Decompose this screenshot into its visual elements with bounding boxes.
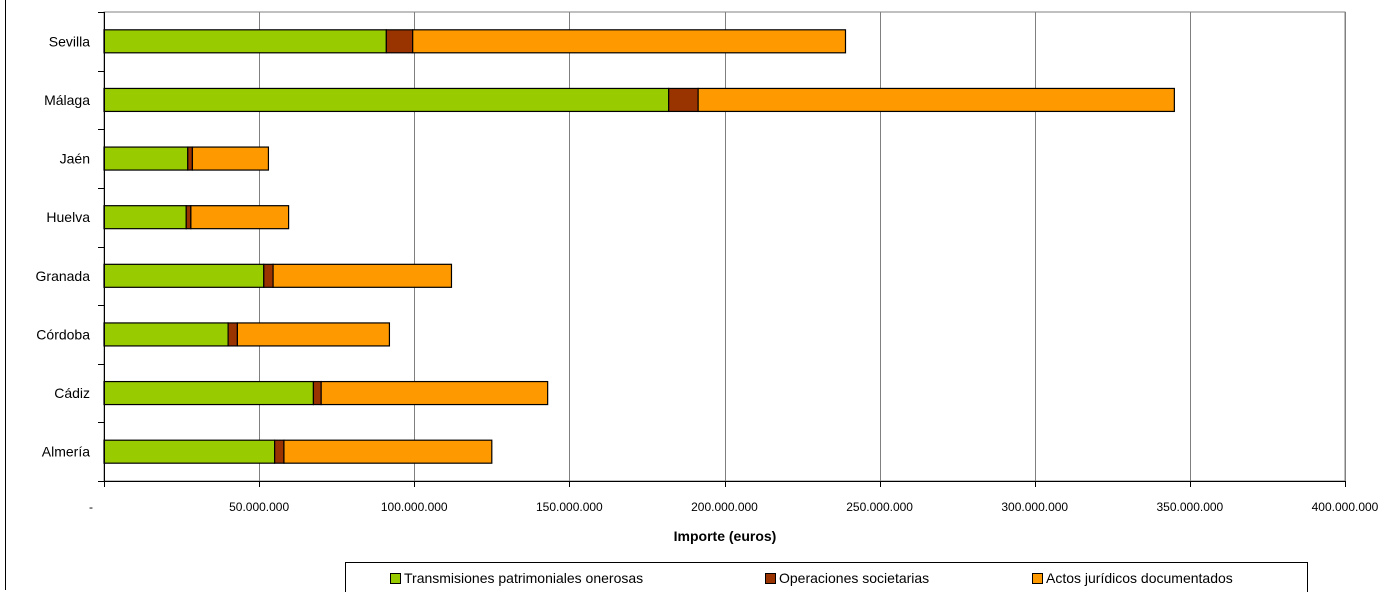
- category-labels: Almería Cádiz Córdoba Granada Huelva Jaén Mála…: [36, 33, 91, 459]
- legend-item-actos: Actos jurídicos documentados: [1032, 570, 1233, 586]
- bar-jaen-operaciones: [187, 146, 194, 171]
- bar-sevilla-transmisiones: [103, 29, 387, 54]
- legend-label-transmisiones: Transmisiones patrimoniales onerosas: [404, 570, 644, 586]
- plot-area-border: [103, 11, 1346, 482]
- bar-malaga-transmisiones: [103, 87, 670, 113]
- bar-sevilla-operaciones: [385, 29, 414, 54]
- bar-cadiz-operaciones: [312, 380, 322, 406]
- legend-swatch-transmisiones: [390, 572, 401, 584]
- bar-malaga-operaciones: [668, 87, 699, 113]
- bar-cordoba-transmisiones: [103, 322, 229, 347]
- category-label-cadiz: Cádiz: [54, 385, 90, 401]
- category-label-sevilla: Sevilla: [49, 33, 90, 49]
- legend-item-operaciones: Operaciones societarias: [765, 570, 929, 586]
- legend-label-operaciones: Operaciones societarias: [779, 570, 930, 586]
- bar-jaen-actos: [191, 146, 270, 171]
- bars: [103, 29, 1175, 464]
- legend-label-actos: Actos jurídicos documentados: [1046, 570, 1233, 586]
- bar-huelva-actos: [190, 205, 290, 230]
- x-tick-label: 100.000.000: [381, 500, 448, 514]
- category-label-jaen: Jaén: [60, 151, 90, 167]
- x-axis-title: Importe (euros): [674, 528, 777, 544]
- x-tick-label: 350.000.000: [1157, 500, 1224, 514]
- bar-cadiz-actos: [320, 380, 549, 406]
- category-label-almeria: Almería: [42, 444, 90, 460]
- x-tick-label: -: [89, 500, 93, 514]
- bar-sevilla-actos: [412, 29, 847, 54]
- x-tick-label: 250.000.000: [846, 500, 913, 514]
- x-tick-label: 200.000.000: [691, 500, 758, 514]
- category-label-granada: Granada: [36, 268, 91, 284]
- x-tick-label: 50.000.000: [229, 500, 289, 514]
- legend-swatch-operaciones: [765, 572, 776, 584]
- chart-frame-left-border: [5, 0, 6, 590]
- legend: Transmisiones patrimoniales onerosas Ope…: [345, 562, 1308, 592]
- bar-cordoba-actos: [236, 322, 391, 347]
- bar-malaga-actos: [697, 87, 1175, 113]
- bar-cadiz-transmisiones: [103, 380, 315, 406]
- bar-jaen-transmisiones: [103, 146, 189, 171]
- legend-item-transmisiones: Transmisiones patrimoniales onerosas: [390, 570, 643, 586]
- x-tick-label: 300.000.000: [1001, 500, 1068, 514]
- bar-cordoba-operaciones: [227, 322, 239, 347]
- bar-almeria-transmisiones: [103, 439, 276, 464]
- category-label-huelva: Huelva: [46, 209, 90, 225]
- category-label-malaga: Málaga: [44, 92, 90, 108]
- x-tick-labels: - 50.000.000 100.000.000 150.000.000 200.000…: [89, 500, 1379, 514]
- bar-almeria-operaciones: [274, 439, 285, 464]
- axes: [98, 12, 1346, 487]
- bar-huelva-operaciones: [185, 205, 192, 230]
- bar-huelva-transmisiones: [103, 205, 187, 230]
- legend-swatch-actos: [1032, 572, 1043, 584]
- bar-granada-operaciones: [263, 263, 274, 288]
- gridlines: [103, 11, 1346, 482]
- bar-granada-actos: [272, 263, 453, 288]
- category-label-cordoba: Córdoba: [36, 326, 90, 342]
- bar-almeria-actos: [283, 439, 493, 464]
- bar-granada-transmisiones: [103, 263, 265, 288]
- x-tick-label: 400.000.000: [1312, 500, 1379, 514]
- x-tick-label: 150.000.000: [536, 500, 603, 514]
